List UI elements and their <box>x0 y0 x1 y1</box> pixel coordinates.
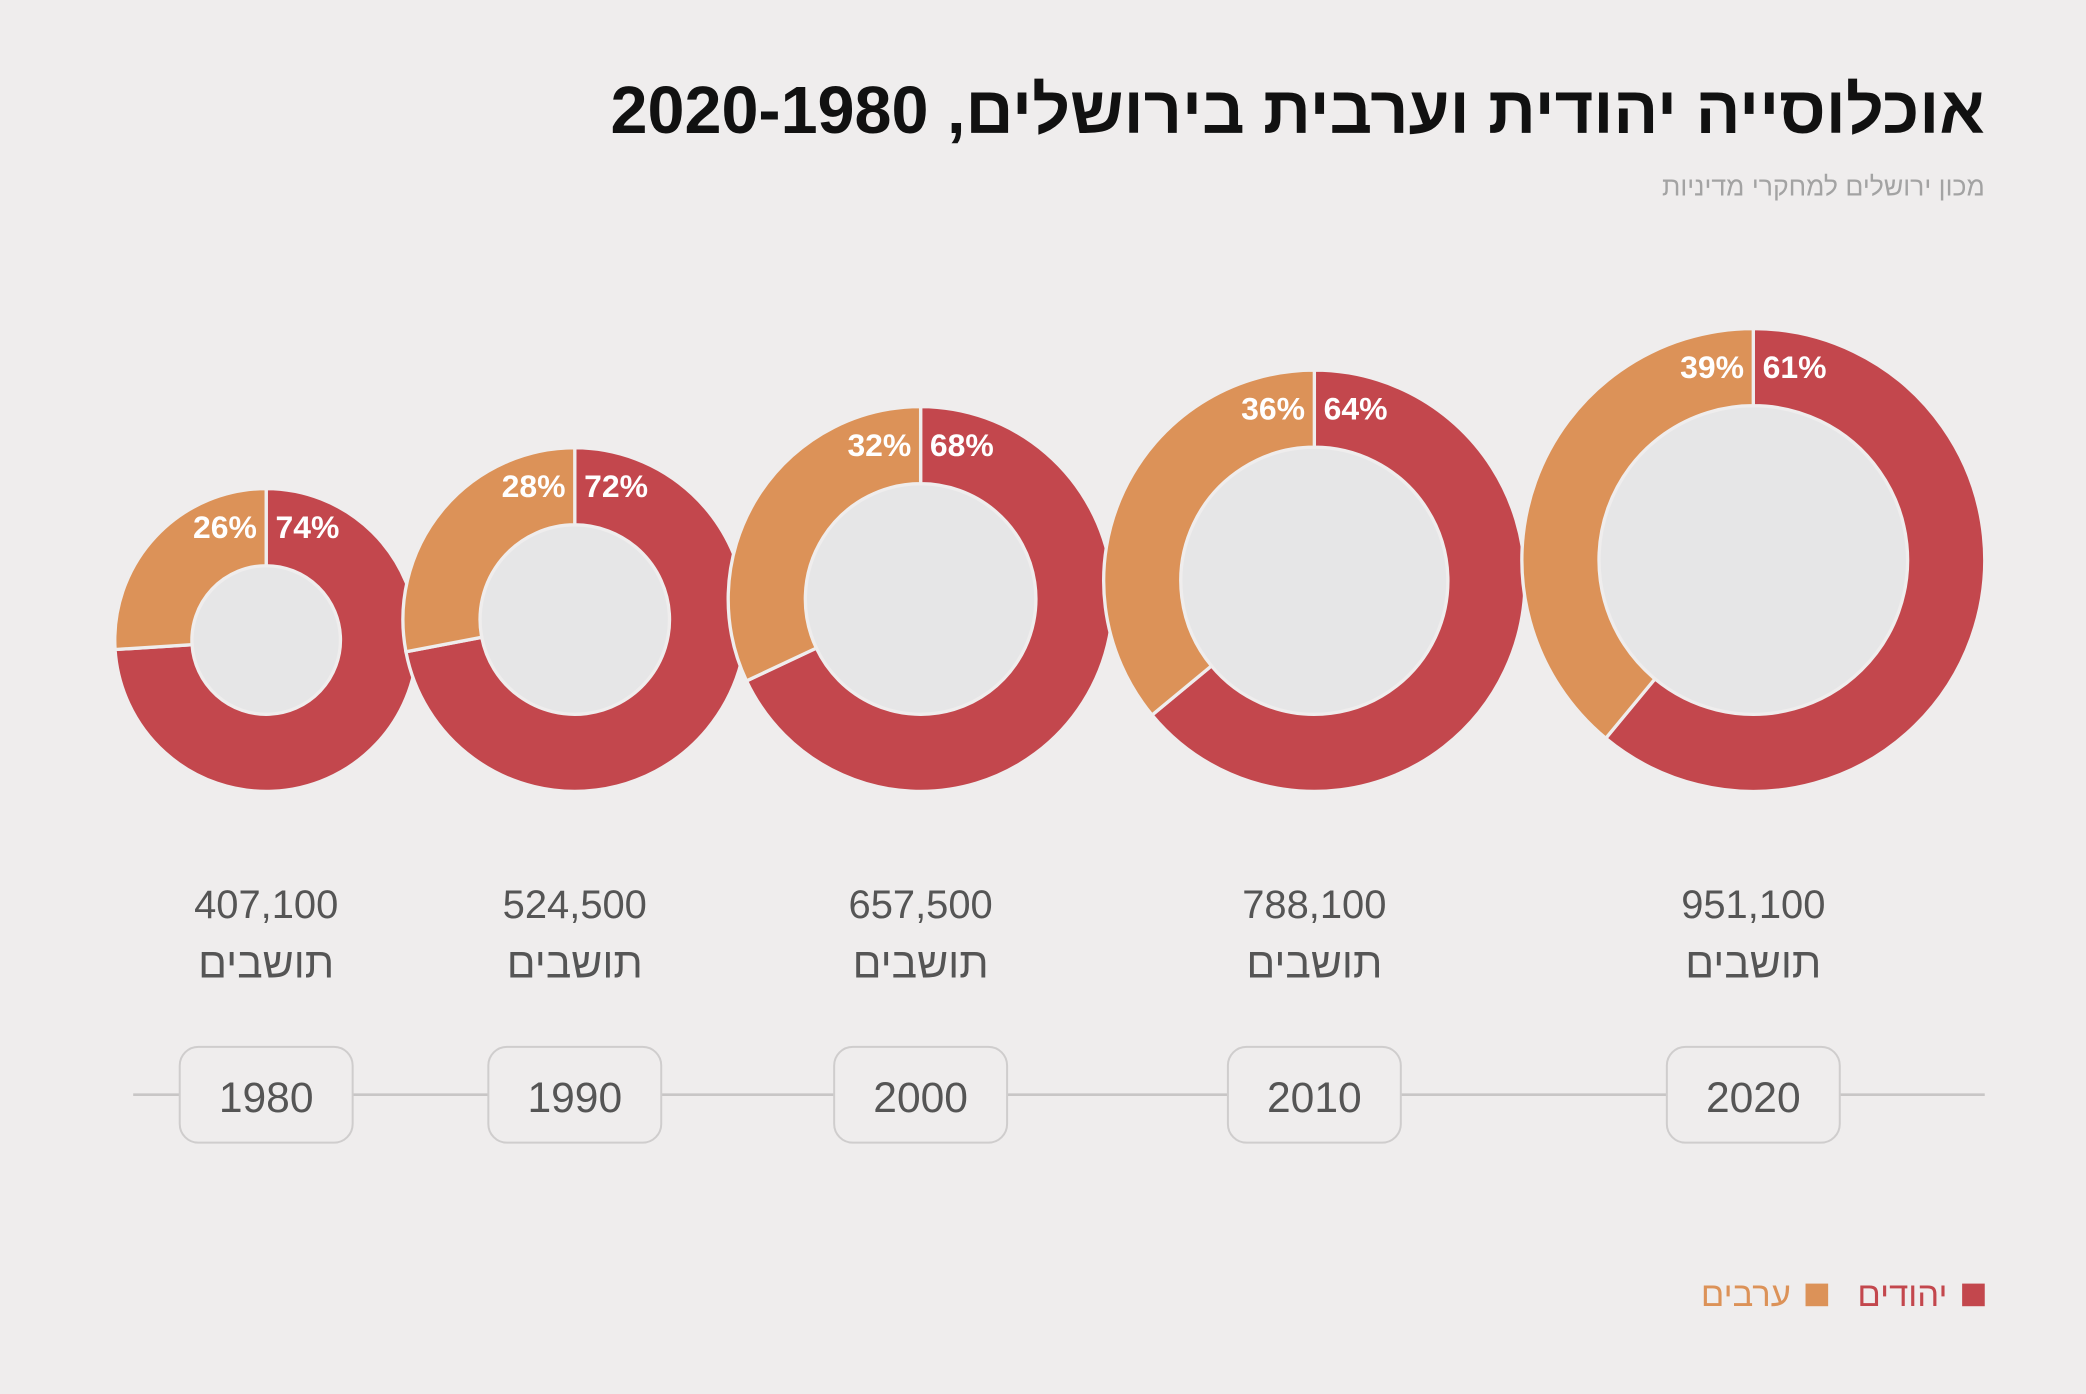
donut-slice <box>1603 326 1987 794</box>
donut-hole <box>1599 405 1908 715</box>
chart-title: אוכלוסייה יהודית וערבית בירושלים, 2020-1… <box>610 74 1984 148</box>
legend-label: ערבים <box>1701 1276 1791 1314</box>
value-label: 64% <box>1324 390 1388 426</box>
year-label: 2000 <box>873 1074 968 1122</box>
year-box <box>833 1045 1009 1144</box>
donut-slice <box>1520 326 1755 741</box>
legend-swatch <box>1962 1283 1985 1307</box>
donut-slice <box>1149 368 1527 794</box>
population-unit: תושבים <box>1685 940 1821 988</box>
value-label: 39% <box>1680 349 1744 385</box>
value-label: 61% <box>1763 349 1827 385</box>
year-box <box>178 1045 354 1144</box>
donut-slice <box>744 404 1115 794</box>
donut-hole <box>480 524 670 715</box>
year-label: 2020 <box>1706 1074 1801 1122</box>
year-label: 2010 <box>1267 1074 1362 1122</box>
population-unit: תושבים <box>1246 940 1382 988</box>
chart-subtitle: מכון ירושלים למחקרי מדיניות <box>1662 172 1985 202</box>
value-label: 36% <box>1241 390 1305 426</box>
value-label: 32% <box>847 427 911 463</box>
population-label: 524,500 <box>503 883 647 927</box>
population-label: 951,100 <box>1681 883 1825 927</box>
donut-hole <box>191 565 341 715</box>
value-label: 28% <box>502 468 566 504</box>
legend-label: יהודים <box>1857 1276 1947 1314</box>
value-label: 68% <box>930 427 994 463</box>
donut-slice <box>113 486 268 652</box>
donut-slice <box>726 404 923 684</box>
value-label: 26% <box>193 509 257 545</box>
donut-slice <box>401 446 577 654</box>
year-label: 1990 <box>527 1074 622 1122</box>
year-box <box>487 1045 663 1144</box>
population-label: 657,500 <box>849 883 993 927</box>
population-unit: תושבים <box>507 940 643 988</box>
year-label: 1980 <box>219 1074 314 1122</box>
donut-slice <box>1102 368 1317 718</box>
population-unit: תושבים <box>198 940 334 988</box>
year-box <box>1226 1045 1402 1144</box>
value-label: 72% <box>584 468 648 504</box>
legend-swatch <box>1805 1283 1829 1307</box>
donut-hole <box>1180 447 1448 715</box>
value-label: 74% <box>276 509 340 545</box>
population-label: 788,100 <box>1242 883 1386 927</box>
year-box <box>1665 1045 1841 1144</box>
population-unit: תושבים <box>853 940 989 988</box>
donut-hole <box>805 483 1036 715</box>
population-label: 407,100 <box>194 883 338 927</box>
